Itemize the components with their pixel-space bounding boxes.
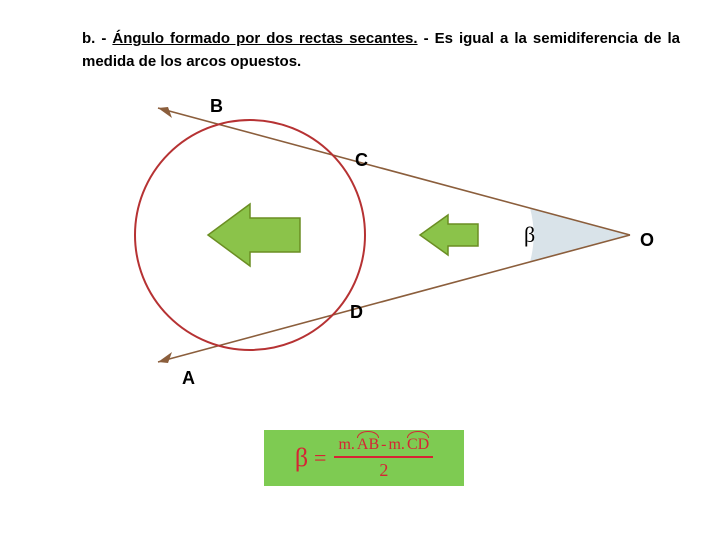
formula-denominator: 2 bbox=[379, 458, 388, 481]
num-minus: - bbox=[381, 436, 386, 454]
diagram-container: B C D A O β bbox=[0, 80, 720, 380]
diagram-svg bbox=[0, 80, 720, 380]
arrowhead-A bbox=[158, 352, 172, 363]
arrow-right bbox=[420, 215, 478, 255]
formula-content: β = m. AB - m. CD 2 bbox=[295, 436, 433, 481]
formula-numerator: m. AB - m. CD bbox=[334, 436, 433, 458]
line-OB bbox=[158, 108, 630, 235]
label-C: C bbox=[355, 150, 368, 171]
title-text: b. - Ángulo formado por dos rectas secan… bbox=[82, 28, 680, 73]
num-prefix1: m. bbox=[338, 436, 354, 454]
arrowhead-B bbox=[158, 107, 172, 118]
label-B: B bbox=[210, 96, 223, 117]
angle-shade bbox=[530, 208, 630, 262]
arc-AB: AB bbox=[357, 436, 379, 454]
title-underlined: Ángulo formado por dos rectas secantes. bbox=[112, 30, 417, 47]
label-A: A bbox=[182, 368, 195, 389]
label-O: O bbox=[640, 230, 654, 251]
arrow-left bbox=[208, 204, 300, 266]
label-D: D bbox=[350, 302, 363, 323]
line-OA bbox=[158, 235, 630, 362]
num-prefix2: m. bbox=[388, 436, 404, 454]
formula-fraction: m. AB - m. CD 2 bbox=[334, 436, 433, 481]
label-beta: β bbox=[524, 222, 535, 248]
formula-beta: β bbox=[295, 443, 308, 473]
formula-eq: = bbox=[314, 445, 326, 471]
arc-CD: CD bbox=[407, 436, 429, 454]
formula-box: β = m. AB - m. CD 2 bbox=[264, 430, 464, 486]
title-prefix: b. - bbox=[82, 30, 112, 47]
